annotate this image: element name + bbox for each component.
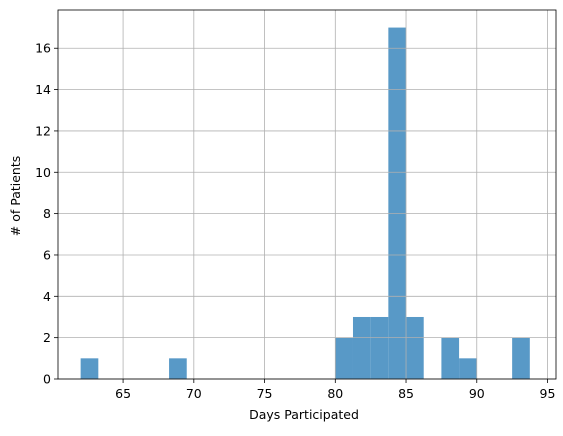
histogram-bar [441,337,460,379]
x-tick-label: 65 [115,386,131,401]
histogram-bar [335,337,353,379]
axes [54,9,557,383]
histogram-bar [459,358,477,379]
y-axis-label: # of Patients [8,156,23,237]
y-tick-label: 0 [43,372,51,387]
histogram-bar [388,27,407,379]
y-tick-label: 6 [43,247,51,262]
histogram-bars [80,27,530,379]
x-tick-label: 95 [540,386,556,401]
histogram-bar [512,337,530,379]
x-axis-label: Days Participated [249,407,359,422]
histogram-bar [406,316,424,379]
y-tick-label: 10 [35,165,51,180]
y-tick-label: 12 [35,123,51,138]
histogram-bar [80,358,99,379]
x-tick-label: 85 [398,386,414,401]
y-tick-label: 14 [35,82,51,97]
y-tick-label: 4 [43,289,51,304]
axes-frame [57,9,557,380]
x-tick-label: 75 [257,386,273,401]
histogram-bar [169,358,187,379]
x-tick-label: 70 [186,386,202,401]
x-tick-label: 90 [469,386,485,401]
y-tick-label: 2 [43,330,51,345]
histogram-bar [352,316,371,379]
x-tick-label: 80 [327,386,343,401]
y-tick-label: 16 [35,41,51,56]
y-tick-label: 8 [43,206,51,221]
grid-lines [58,10,556,380]
histogram-bar [370,316,389,379]
tick-labels: 65 70 75 80 85 90 95 0 2 4 6 8 10 12 14 16 [35,41,555,401]
